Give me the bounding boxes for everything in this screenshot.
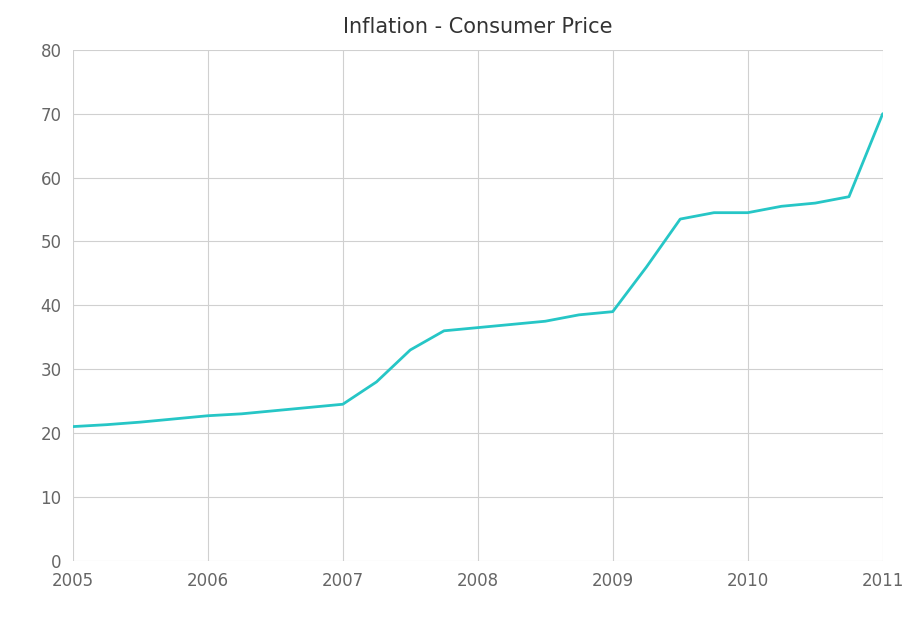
Title: Inflation - Consumer Price: Inflation - Consumer Price [343,17,612,37]
